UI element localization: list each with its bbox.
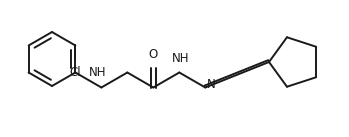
- Text: N: N: [207, 78, 216, 91]
- Text: O: O: [149, 48, 158, 61]
- Text: Cl: Cl: [69, 66, 81, 79]
- Text: NH: NH: [89, 66, 106, 79]
- Text: NH: NH: [172, 52, 189, 65]
